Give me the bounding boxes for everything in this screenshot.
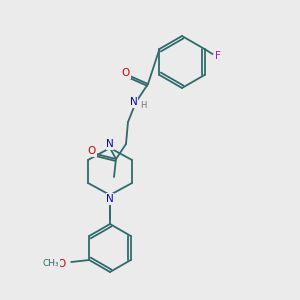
Text: CH₃: CH₃ (43, 260, 59, 268)
Text: O: O (122, 68, 130, 78)
Text: O: O (88, 146, 96, 156)
Text: H: H (140, 100, 146, 109)
Text: O: O (57, 259, 65, 269)
Text: N: N (106, 139, 114, 149)
Text: N: N (106, 194, 114, 204)
Text: N: N (130, 97, 138, 107)
Text: F: F (214, 51, 220, 61)
